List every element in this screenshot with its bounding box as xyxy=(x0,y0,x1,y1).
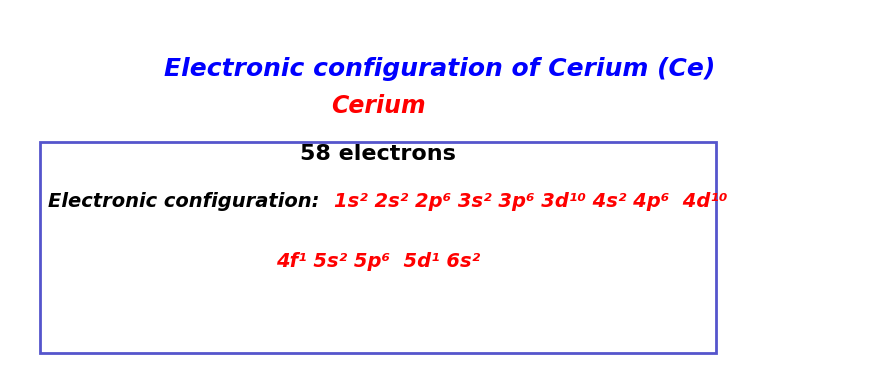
Text: 58 electrons: 58 electrons xyxy=(299,144,456,164)
Text: Cerium: Cerium xyxy=(330,94,425,118)
Text: Electronic configuration of Cerium (Ce): Electronic configuration of Cerium (Ce) xyxy=(163,57,715,81)
Bar xyxy=(40,142,716,353)
Text: 4f¹ 5s² 5p⁶  5d¹ 6s²: 4f¹ 5s² 5p⁶ 5d¹ 6s² xyxy=(276,252,479,271)
Text: 1s² 2s² 2p⁶ 3s² 3p⁶ 3d¹⁰ 4s² 4p⁶  4d¹⁰: 1s² 2s² 2p⁶ 3s² 3p⁶ 3d¹⁰ 4s² 4p⁶ 4d¹⁰ xyxy=(334,192,727,211)
Text: Electronic configuration:: Electronic configuration: xyxy=(48,192,333,211)
